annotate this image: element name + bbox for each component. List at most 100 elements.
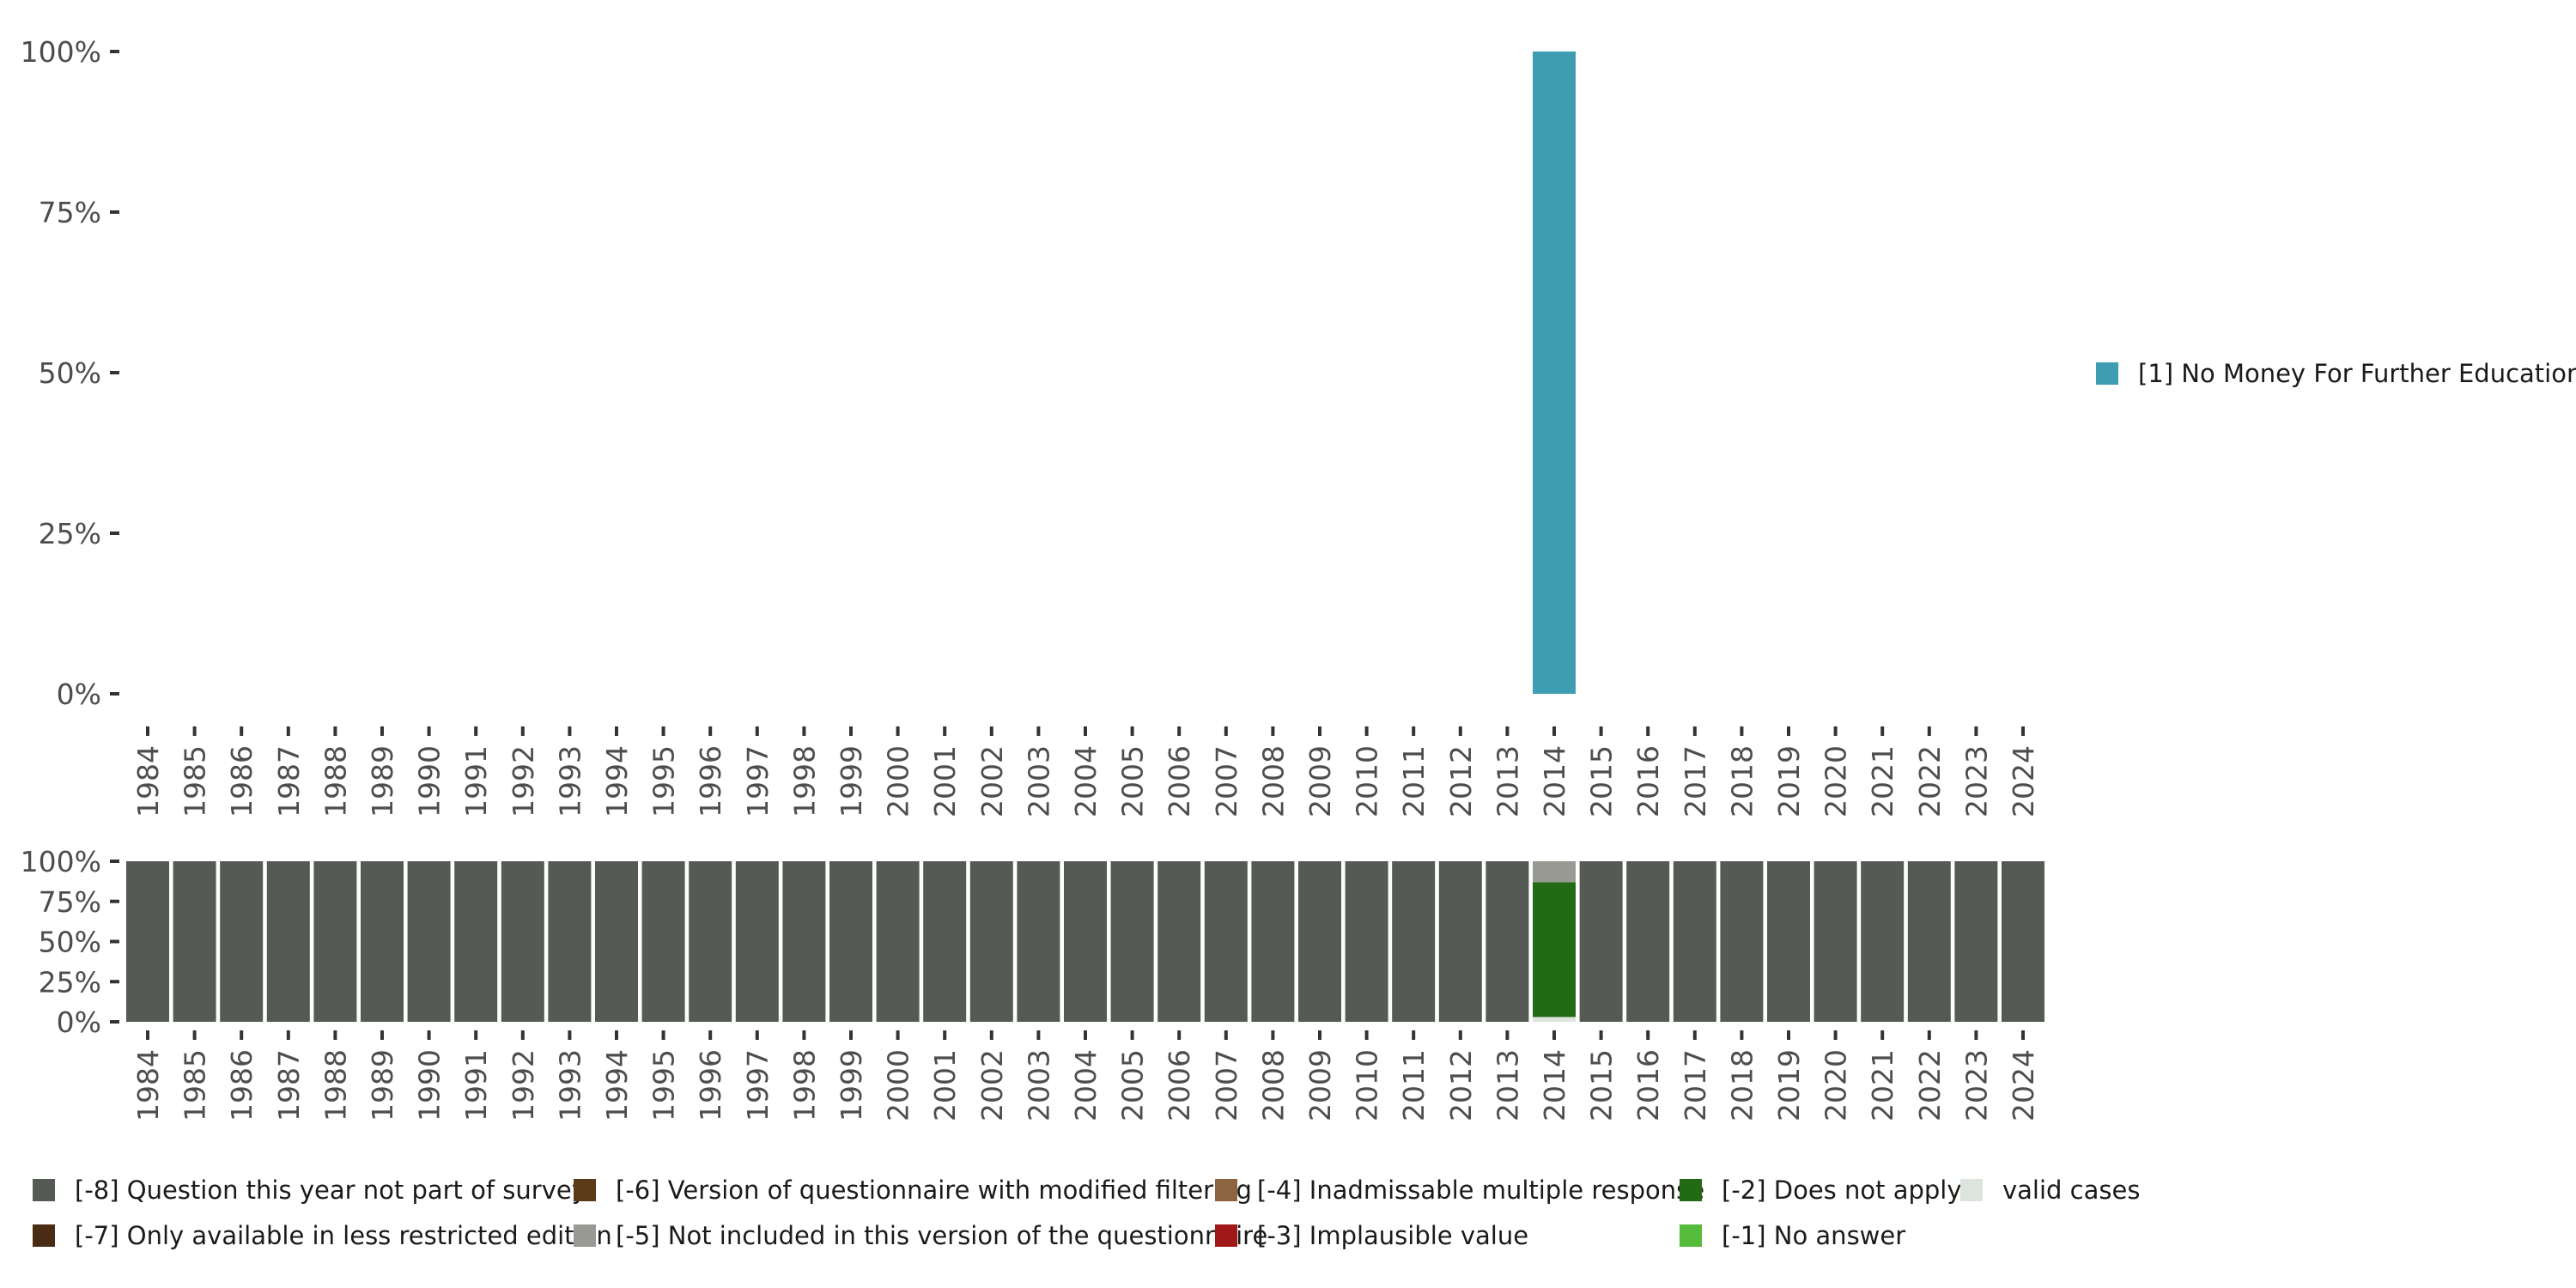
bottom-x-tick-label: 1999: [835, 1049, 868, 1121]
bottom-x-tick-label: 1986: [225, 1049, 258, 1121]
top-x-tick-label: 1988: [319, 745, 352, 817]
bottom-x-tick-label: 1988: [319, 1049, 352, 1121]
bottom-x-tick-label: 2014: [1538, 1049, 1571, 1121]
top-x-tick-label: 2002: [975, 745, 1009, 817]
bottom-legend-label-m3: [-3] Implausible value: [1257, 1221, 1528, 1250]
bottom-legend-label-m4: [-4] Inadmissable multiple response: [1257, 1176, 1704, 1205]
bottom-x-tick-label: 2003: [1022, 1049, 1055, 1121]
bottom-bar-2007-m8: [1204, 861, 1248, 1022]
bottom-bar-2017-m8: [1673, 861, 1716, 1022]
bottom-x-tick-label: 2020: [1820, 1049, 1853, 1121]
top-x-tick-label: 2004: [1069, 745, 1103, 817]
top-x-tick-label: 1997: [741, 745, 775, 817]
bottom-y-tick-label: 0%: [57, 1005, 101, 1039]
bottom-legend-label-m1: [-1] No answer: [1722, 1221, 1905, 1250]
bottom-bar-1994-m8: [595, 861, 638, 1022]
bottom-x-tick-label: 2015: [1585, 1049, 1619, 1121]
bottom-x-tick-label: 2023: [1959, 1049, 1993, 1121]
top-x-tick-label: 2018: [1725, 745, 1759, 817]
bottom-x-tick-label: 1990: [413, 1049, 447, 1121]
bottom-x-tick-label: 1993: [553, 1049, 586, 1121]
bottom-x-tick-label: 2004: [1069, 1049, 1103, 1121]
top-x-tick-label: 2009: [1303, 745, 1337, 817]
bottom-bar-2014-m5: [1533, 861, 1576, 883]
bottom-x-tick-label: 2018: [1725, 1049, 1759, 1121]
top-x-tick-label: 2024: [2007, 745, 2040, 817]
bottom-x-tick-label: 2000: [882, 1049, 915, 1121]
top-y-tick-label: 100%: [21, 35, 101, 69]
bottom-x-tick-label: 2007: [1210, 1049, 1243, 1121]
top-x-tick-label: 1999: [835, 745, 868, 817]
bottom-x-tick-label: 2005: [1116, 1049, 1150, 1121]
top-x-tick-label: 2016: [1631, 745, 1665, 817]
top-bar-chart: 0% 25% 50% 75% 100% 1984 1985 1986 1987 1988 1989 1…: [21, 35, 2040, 817]
top-x-tick-label: 1989: [366, 745, 399, 817]
top-x-tick-label: 1992: [507, 745, 540, 817]
bottom-legend-swatch-m3: [1215, 1224, 1237, 1247]
bottom-legend-label-m6: [-6] Version of questionnaire with modif…: [616, 1176, 1252, 1205]
bottom-bar-2010-m8: [1345, 861, 1388, 1022]
bottom-y-tick-label: 100%: [21, 845, 101, 878]
bottom-y-tick-label: 75%: [39, 885, 101, 919]
bottom-legend-label-m7: [-7] Only available in less restricted e…: [75, 1221, 612, 1250]
bottom-legend-swatch-m5: [574, 1224, 596, 1247]
top-x-tick-label: 2021: [1866, 745, 1899, 817]
top-legend: [1] No Money For Further Education: [2096, 359, 2576, 388]
bottom-x-tick-label: 1992: [507, 1049, 540, 1121]
top-x-tick-label: 1993: [553, 745, 586, 817]
bottom-bar-1992-m8: [501, 861, 544, 1022]
bottom-legend-swatch-m8: [33, 1179, 55, 1201]
bottom-bar-2022-m8: [1907, 861, 1951, 1022]
bottom-legend-swatch-valid: [1960, 1179, 1983, 1201]
bottom-x-tick-label: 1987: [272, 1049, 306, 1121]
top-bar-2014: [1533, 52, 1576, 694]
bottom-legend: [-8] Question this year not part of surv…: [33, 1176, 2140, 1250]
bottom-bar-2014-valid: [1533, 1017, 1576, 1022]
top-y-tick-label: 50%: [39, 356, 101, 390]
top-x-tick-label: 2013: [1491, 745, 1524, 817]
top-x-tick-label: 2006: [1163, 745, 1196, 817]
bottom-stacked-bar-chart: 0% 25% 50% 75% 100% 1984 1985 1986 1987 1988 1989 1…: [21, 845, 2044, 1121]
top-x-tick-label: 2010: [1351, 745, 1384, 817]
bottom-bar-1986-m8: [220, 861, 264, 1022]
bottom-bar-1988-m8: [313, 861, 357, 1022]
bottom-bar-2023-m8: [1954, 861, 1998, 1022]
bottom-bar-2018-m8: [1720, 861, 1764, 1022]
bottom-x-tick-label: 1996: [694, 1049, 727, 1121]
bottom-legend-label-m5: [-5] Not included in this version of the…: [616, 1221, 1267, 1250]
bottom-x-tick-label: 1985: [179, 1049, 212, 1121]
bottom-bar-2002-m8: [969, 861, 1013, 1022]
bottom-bar-1990-m8: [407, 861, 451, 1022]
bottom-x-tick-label: 2009: [1303, 1049, 1337, 1121]
bottom-bar-2011-m8: [1392, 861, 1436, 1022]
bottom-bar-1999-m8: [829, 861, 872, 1022]
top-x-tick-label: 1986: [225, 745, 258, 817]
bottom-bar-2021-m8: [1861, 861, 1905, 1022]
top-x-tick-label: 2012: [1444, 745, 1478, 817]
bottom-y-tick-label: 25%: [39, 965, 101, 999]
top-legend-swatch: [2096, 362, 2118, 385]
bottom-bar-2012-m8: [1438, 861, 1482, 1022]
top-x-tick-label: 1994: [600, 745, 634, 817]
bottom-x-tick-label: 1984: [131, 1049, 165, 1121]
top-x-tick-label: 1990: [413, 745, 447, 817]
bottom-legend-label-valid: valid cases: [2002, 1176, 2140, 1205]
bottom-legend-swatch-m7: [33, 1224, 55, 1247]
bottom-legend-swatch-m2: [1680, 1179, 1702, 1201]
bottom-bar-1995-m8: [641, 861, 685, 1022]
bottom-x-tick-label: 2019: [1772, 1049, 1806, 1121]
top-x-tick-label: 1995: [647, 745, 681, 817]
top-legend-label: [1] No Money For Further Education: [2138, 359, 2576, 388]
bottom-bar-1998-m8: [782, 861, 826, 1022]
top-x-tick-label: 2019: [1772, 745, 1806, 817]
top-y-tick-label: 0%: [57, 677, 101, 711]
top-x-tick-label: 1996: [694, 745, 727, 817]
top-x-tick-label: 2022: [1913, 745, 1947, 817]
bottom-x-tick-label: 2002: [975, 1049, 1009, 1121]
bottom-bar-1996-m8: [689, 861, 732, 1022]
bottom-legend-swatch-m6: [574, 1179, 596, 1201]
bottom-bar-2016-m8: [1626, 861, 1670, 1022]
top-x-tick-label: 2008: [1256, 745, 1290, 817]
bottom-x-tick-label: 2016: [1631, 1049, 1665, 1121]
top-x-tick-label: 2005: [1116, 745, 1150, 817]
